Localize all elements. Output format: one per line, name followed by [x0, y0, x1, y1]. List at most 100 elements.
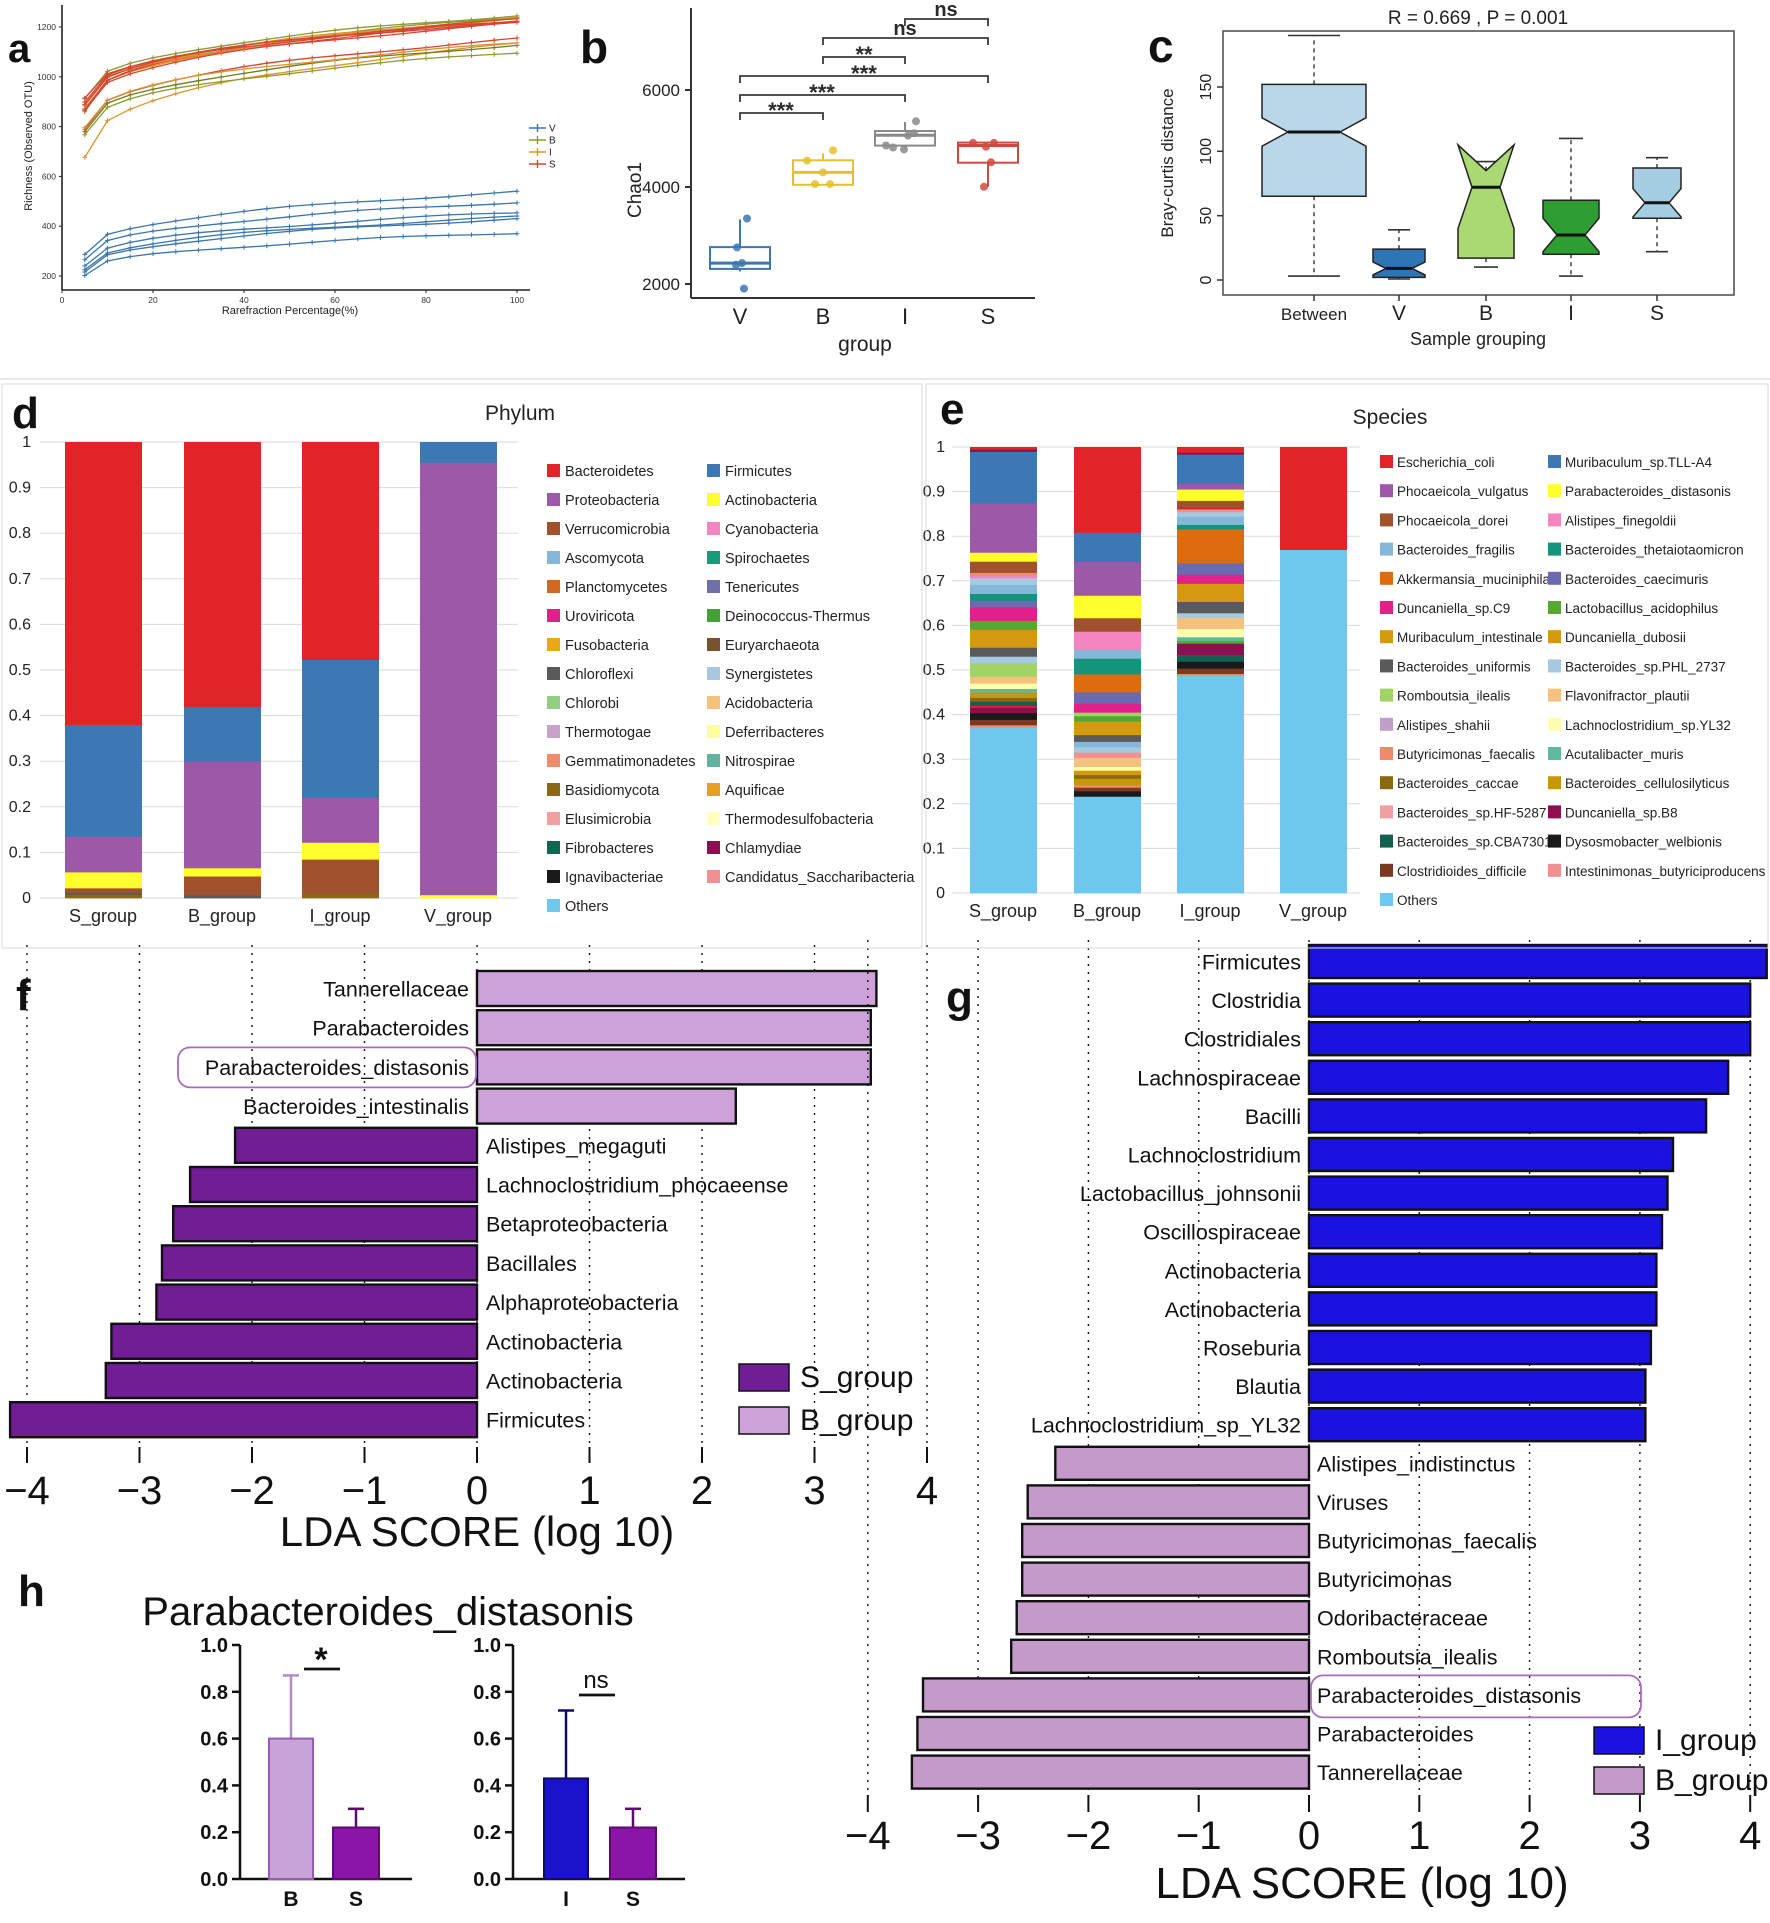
svg-text:Bacteroides_sp.HF-5287: Bacteroides_sp.HF-5287: [1397, 805, 1546, 820]
svg-text:Alistipes_shahii: Alistipes_shahii: [1397, 718, 1490, 733]
svg-text:S: S: [626, 1888, 640, 1911]
svg-text:Euryarchaeota: Euryarchaeota: [725, 638, 820, 654]
svg-text:I_group: I_group: [1655, 1724, 1757, 1757]
svg-text:0.2: 0.2: [923, 796, 945, 813]
svg-text:2000: 2000: [642, 275, 680, 294]
svg-text:V_group: V_group: [1279, 901, 1347, 922]
svg-text:Clostridioides_difficile: Clostridioides_difficile: [1397, 864, 1527, 879]
svg-text:ns: ns: [893, 18, 916, 40]
svg-text:400: 400: [42, 221, 56, 231]
svg-text:0.6: 0.6: [473, 1729, 501, 1751]
svg-text:Ignavibacteriae: Ignavibacteriae: [565, 870, 663, 886]
svg-text:Bacteroides_thetaiotaomicron: Bacteroides_thetaiotaomicron: [1565, 543, 1744, 558]
svg-text:***: ***: [768, 98, 794, 123]
svg-text:LDA SCORE (log 10): LDA SCORE (log 10): [280, 1508, 675, 1555]
svg-text:Bacteroides_sp.PHL_2737: Bacteroides_sp.PHL_2737: [1565, 659, 1726, 674]
svg-text:S_group: S_group: [969, 901, 1037, 922]
svg-text:3: 3: [1629, 1814, 1651, 1858]
svg-text:0: 0: [60, 295, 65, 305]
svg-text:Others: Others: [565, 899, 609, 915]
svg-text:0.7: 0.7: [9, 571, 31, 588]
svg-text:0.1: 0.1: [923, 840, 945, 857]
svg-text:0.2: 0.2: [9, 799, 31, 816]
svg-text:0.6: 0.6: [9, 616, 31, 633]
svg-text:c: c: [1148, 20, 1174, 72]
svg-text:Lactobacillus_acidophilus: Lactobacillus_acidophilus: [1565, 601, 1718, 616]
svg-text:I_group: I_group: [1179, 901, 1240, 922]
svg-text:1: 1: [936, 439, 945, 456]
svg-text:Phylum: Phylum: [485, 402, 555, 425]
svg-text:ns: ns: [583, 1667, 608, 1694]
svg-text:0: 0: [1298, 1814, 1320, 1858]
svg-text:Tenericutes: Tenericutes: [725, 580, 799, 596]
svg-text:b: b: [580, 21, 608, 73]
svg-text:Aquificae: Aquificae: [725, 783, 785, 799]
svg-text:B_group: B_group: [1073, 901, 1141, 922]
svg-text:Phocaeicola_dorei: Phocaeicola_dorei: [1397, 513, 1508, 528]
svg-text:I: I: [902, 304, 908, 329]
svg-text:Bray-curtis distance: Bray-curtis distance: [1158, 88, 1177, 237]
svg-text:I: I: [1568, 302, 1574, 325]
svg-text:d: d: [12, 389, 39, 438]
svg-text:Bacteroides_uniformis: Bacteroides_uniformis: [1397, 659, 1531, 674]
svg-text:Others: Others: [1397, 893, 1438, 908]
svg-text:Roseburia: Roseburia: [1203, 1337, 1301, 1361]
svg-text:Planctomycetes: Planctomycetes: [565, 580, 667, 596]
svg-text:−3: −3: [955, 1814, 1001, 1858]
svg-text:200: 200: [42, 271, 56, 281]
svg-text:S: S: [549, 160, 556, 171]
svg-text:1200: 1200: [37, 22, 56, 32]
svg-text:Candidatus_Saccharibacteria: Candidatus_Saccharibacteria: [725, 870, 915, 886]
svg-text:100: 100: [510, 295, 524, 305]
svg-text:Firmicutes: Firmicutes: [725, 464, 792, 480]
svg-text:B: B: [283, 1888, 298, 1911]
svg-text:Fibrobacteres: Fibrobacteres: [565, 841, 654, 857]
svg-text:6000: 6000: [642, 81, 680, 100]
svg-text:Bacteroidetes: Bacteroidetes: [565, 464, 654, 480]
svg-text:I: I: [563, 1888, 569, 1911]
svg-text:Clostridia: Clostridia: [1211, 989, 1301, 1013]
svg-text:Bacteroides_cellulosilyticus: Bacteroides_cellulosilyticus: [1565, 776, 1730, 791]
svg-text:Actinobacteria: Actinobacteria: [486, 1370, 622, 1394]
svg-text:Bacteroides_fragilis: Bacteroides_fragilis: [1397, 543, 1515, 558]
svg-text:Deinococcus-Thermus: Deinococcus-Thermus: [725, 609, 870, 625]
svg-text:B: B: [549, 136, 556, 147]
svg-text:Thermodesulfobacteria: Thermodesulfobacteria: [725, 812, 874, 828]
svg-text:***: ***: [809, 80, 835, 105]
svg-text:a: a: [8, 27, 31, 71]
svg-text:600: 600: [42, 171, 56, 181]
svg-text:Lactobacillus_johnsonii: Lactobacillus_johnsonii: [1080, 1182, 1301, 1206]
svg-text:Bacteroides_sp.CBA7301: Bacteroides_sp.CBA7301: [1397, 835, 1552, 850]
svg-text:800: 800: [42, 122, 56, 132]
svg-text:−2: −2: [229, 1469, 275, 1513]
svg-text:Blautia: Blautia: [1235, 1375, 1301, 1399]
svg-text:Nitrospirae: Nitrospirae: [725, 754, 795, 770]
svg-text:Rarefraction Percentage(%): Rarefraction Percentage(%): [222, 305, 358, 317]
svg-text:4000: 4000: [642, 178, 680, 197]
svg-text:0: 0: [936, 885, 945, 902]
svg-text:Odoribacteraceae: Odoribacteraceae: [1317, 1607, 1488, 1631]
svg-text:3: 3: [803, 1469, 825, 1513]
svg-text:Clostridiales: Clostridiales: [1184, 1028, 1301, 1052]
svg-text:B: B: [816, 304, 831, 329]
svg-text:0.9: 0.9: [923, 484, 945, 501]
svg-text:Ascomycota: Ascomycota: [565, 551, 645, 567]
svg-text:0.3: 0.3: [9, 753, 31, 770]
svg-text:Lachnoclostridium_sp_YL32: Lachnoclostridium_sp_YL32: [1031, 1414, 1301, 1438]
svg-text:0.6: 0.6: [200, 1729, 228, 1751]
svg-text:1: 1: [22, 434, 31, 451]
svg-text:Firmicutes: Firmicutes: [486, 1409, 585, 1433]
svg-text:2: 2: [1518, 1814, 1540, 1858]
svg-text:−1: −1: [1176, 1814, 1222, 1858]
svg-text:Gemmatimonadetes: Gemmatimonadetes: [565, 754, 696, 770]
svg-text:Lachnoclostridium_sp.YL32: Lachnoclostridium_sp.YL32: [1565, 718, 1731, 733]
svg-text:−3: −3: [117, 1469, 163, 1513]
svg-text:Chlorobi: Chlorobi: [565, 696, 619, 712]
svg-text:Chloroflexi: Chloroflexi: [565, 667, 634, 683]
svg-text:Parabacteroides_distasonis: Parabacteroides_distasonis: [1317, 1684, 1581, 1708]
svg-text:Verrucomicrobia: Verrucomicrobia: [565, 522, 671, 538]
svg-text:Muribaculum_sp.TLL-A4: Muribaculum_sp.TLL-A4: [1565, 455, 1713, 470]
svg-text:Lachnoclostridium_phocaeense: Lachnoclostridium_phocaeense: [486, 1174, 788, 1198]
svg-text:I_group: I_group: [309, 906, 370, 927]
svg-text:Butyricimonas: Butyricimonas: [1317, 1568, 1452, 1592]
